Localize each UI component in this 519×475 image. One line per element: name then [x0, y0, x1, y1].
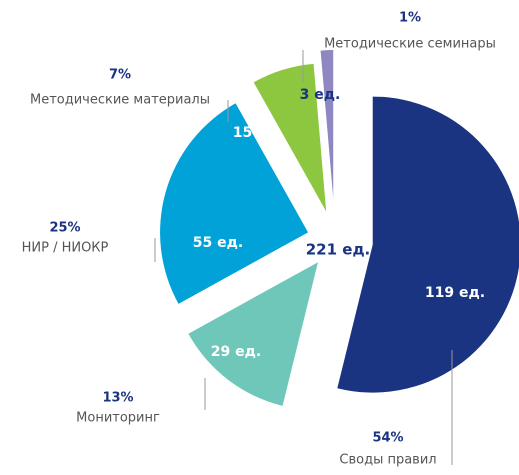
total-label: 221 ед. [306, 241, 371, 259]
value-label: 3 ед. [300, 87, 341, 103]
category-label: Методические семинары [324, 37, 496, 52]
pie-slice [160, 103, 309, 304]
percent-label: 54% [372, 431, 403, 446]
pie-slice [253, 63, 327, 212]
category-label: Методические материалы [30, 93, 210, 108]
category-label: Мониторинг [76, 411, 160, 426]
percent-label: 25% [49, 221, 80, 236]
pie-slice [188, 262, 318, 406]
value-label: 55 ед. [193, 235, 243, 251]
value-label: 29 ед. [211, 344, 261, 360]
percent-label: 1% [399, 11, 421, 26]
category-label: Своды правил [339, 453, 436, 468]
category-label: НИР / НИОКР [22, 241, 109, 256]
pie-slice [320, 50, 334, 199]
value-label: 119 ед. [425, 285, 485, 301]
value-label: 15 ед. [233, 125, 283, 141]
pie-slice [337, 96, 519, 393]
percent-label: 13% [102, 391, 133, 406]
percent-label: 7% [109, 68, 131, 83]
